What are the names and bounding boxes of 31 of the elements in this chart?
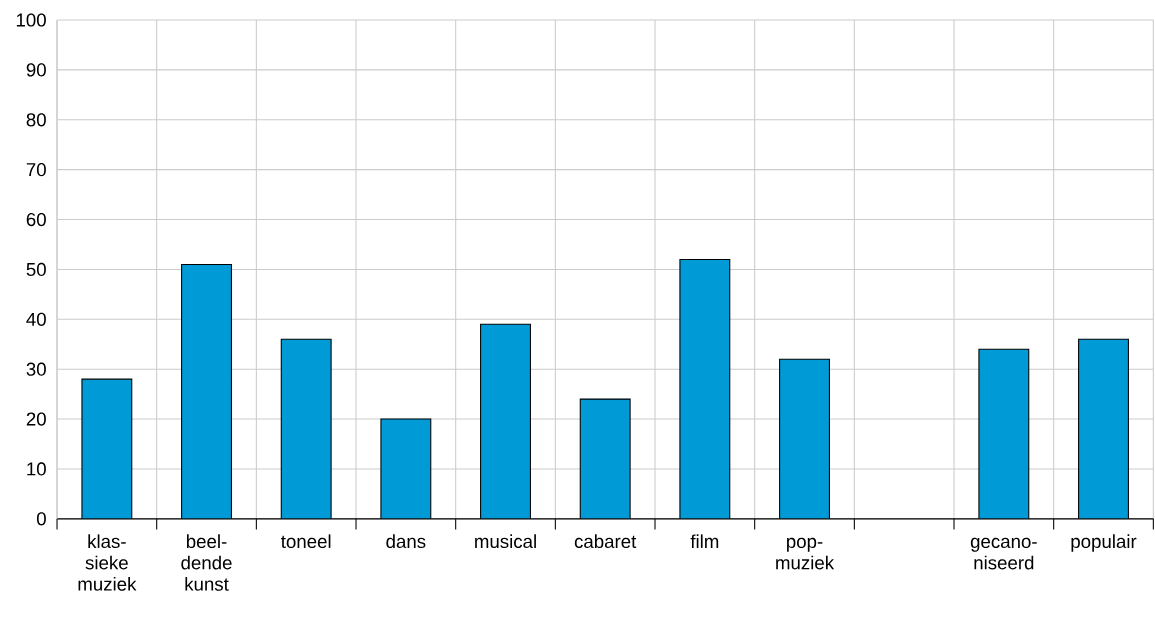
y-tick-label: 10 [27,462,46,476]
bar [978,349,1029,519]
y-tick-label: 40 [26,312,46,326]
bar [81,379,132,519]
x-tick-label: musical [475,534,536,549]
bar [779,359,830,519]
x-tick-label: pop-muziek [776,537,835,570]
bar [380,419,431,519]
y-tick-label: 30 [26,362,46,376]
y-tick-label: 60 [26,212,46,227]
y-tick-label: 90 [26,63,46,77]
x-tick-label: klas-sieke muziek [78,534,137,591]
bar [480,324,531,519]
y-tick-label: 70 [26,163,46,177]
x-tick-label: dans [386,534,426,549]
x-tick-label: beel-dende kunst [181,534,232,591]
x-tick-label: cabaret [574,534,637,549]
bar [181,264,232,519]
y-tick-label: 100 [16,13,46,27]
y-tick-label: 20 [26,412,46,426]
x-tick-label: gecano-niseerd [970,537,1037,570]
bar [281,339,332,519]
y-tick-label: 80 [26,113,46,127]
x-tick-label: toneel [281,534,331,549]
bar [679,259,730,519]
y-tick-label: 0 [36,512,46,526]
y-tick-label: 50 [26,262,46,277]
bar [580,399,631,519]
x-tick-label: populair [1071,534,1137,552]
x-tick-label: film [690,534,719,548]
bar [1078,338,1129,519]
